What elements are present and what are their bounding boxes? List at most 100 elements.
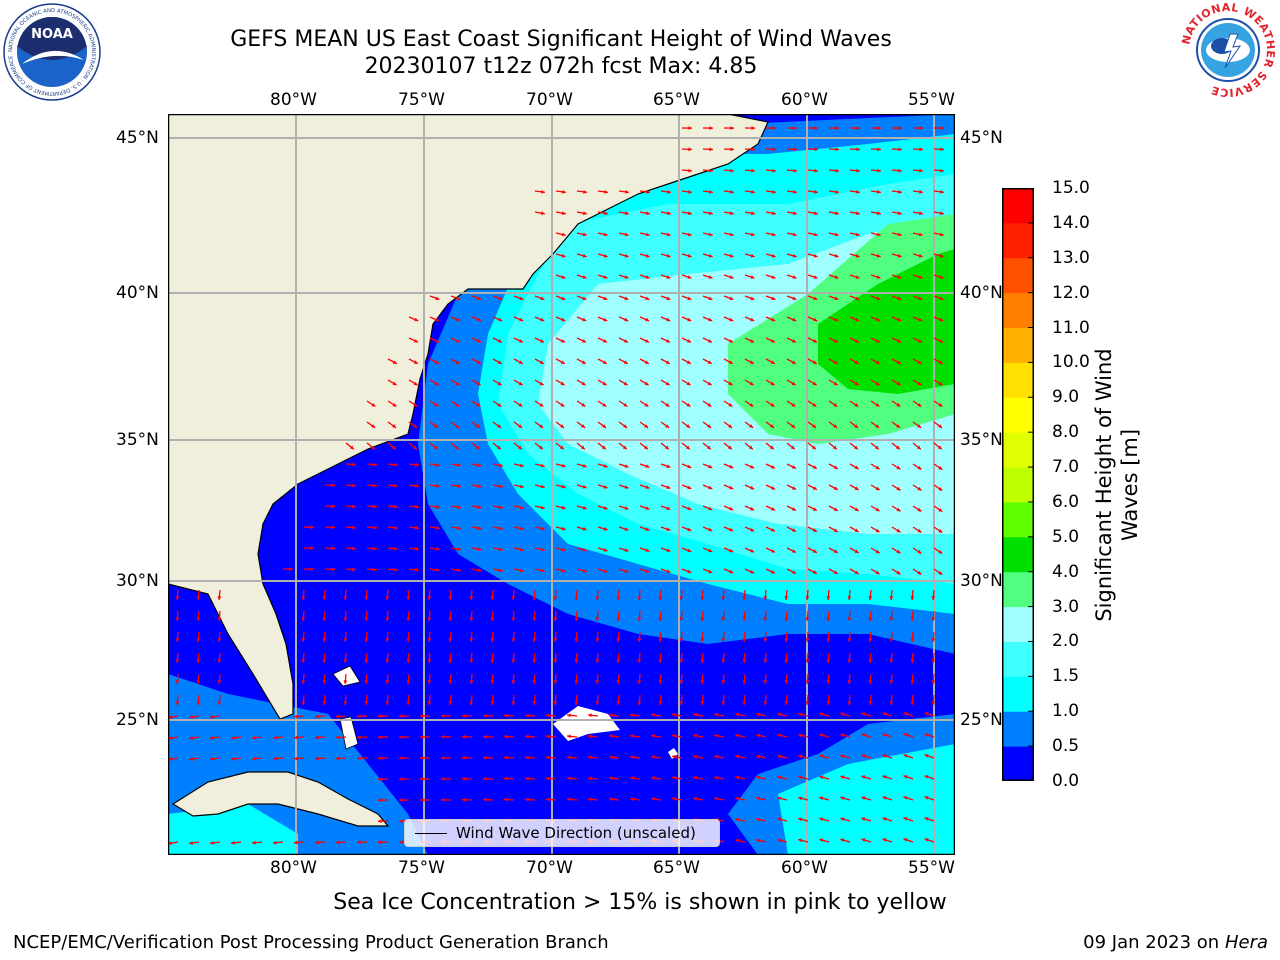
wind-arrow-head: [436, 547, 440, 551]
wind-arrow-head: [918, 232, 923, 237]
wind-arrow-head: [603, 485, 608, 489]
wind-arrow-head: [462, 734, 466, 739]
wind-arrow-head: [519, 317, 524, 322]
wind-arrow-head: [833, 570, 838, 574]
wind-arrow-head: [511, 701, 516, 705]
wind-arrow-head: [497, 424, 502, 428]
wind-arrow-head: [918, 275, 923, 279]
wind-arrow-head: [511, 659, 516, 663]
wind-arrow-head: [833, 403, 838, 407]
wind-arrow-head: [644, 424, 649, 428]
wind-arrow-head: [336, 840, 340, 845]
wind-arrow-head: [448, 617, 453, 621]
wind-arrow-head: [897, 296, 902, 301]
wind-arrow-head: [331, 525, 335, 530]
wind-arrow-head: [693, 733, 697, 738]
wind-arrow-head: [364, 617, 369, 621]
wind-arrow-head: [924, 733, 929, 737]
wind-arrow-head: [735, 754, 740, 759]
wind-arrow-head: [834, 296, 839, 301]
wind-arrow-head: [434, 381, 439, 386]
wind-arrow-head: [645, 485, 650, 489]
wind-arrow-head: [322, 596, 327, 600]
wind-arrow-head: [436, 463, 440, 467]
wind-arrow-head: [819, 775, 824, 780]
wind-arrow-head: [855, 296, 860, 301]
wind-arrow-head: [217, 617, 222, 621]
wind-arrow-head: [834, 317, 839, 322]
wind-arrow-head: [415, 462, 419, 467]
wind-arrow-head: [834, 253, 839, 258]
wind-arrow-head: [455, 403, 460, 407]
wind-arrow-head: [532, 617, 537, 621]
wind-arrow-head: [427, 638, 432, 642]
wind-arrow-head: [645, 464, 650, 468]
wind-arrow-head: [630, 755, 634, 759]
wind-arrow-head: [643, 445, 648, 450]
wind-arrow-head: [310, 567, 314, 572]
wind-arrow-head: [688, 126, 692, 130]
noaa-logo-text: NOAA: [31, 27, 73, 42]
wind-arrow-head: [813, 296, 818, 301]
wind-arrow-head: [499, 568, 503, 573]
wind-arrow-head: [770, 424, 775, 428]
colorbar-tick-label: 2.0: [1052, 631, 1080, 652]
colorbar-segment: [1002, 222, 1034, 259]
wind-arrow-head: [217, 701, 222, 705]
wind-arrow-head: [540, 547, 545, 552]
wind-arrow-head: [457, 547, 461, 551]
wind-arrow-head: [924, 817, 929, 821]
wind-arrow-head: [483, 797, 487, 802]
wind-arrow-head: [357, 735, 361, 740]
wind-arrow-head: [567, 755, 571, 760]
wind-arrow-head: [406, 596, 411, 600]
wind-arrow-head: [940, 211, 944, 216]
wind-arrow-head: [903, 817, 908, 821]
wind-arrow-head: [714, 754, 718, 759]
wind-arrow-head: [875, 570, 880, 575]
wind-arrow-head: [833, 424, 838, 428]
wind-arrow-head: [478, 526, 482, 531]
wind-arrow-head: [917, 381, 922, 386]
wind-arrow-head: [412, 445, 417, 450]
wind-arrow-head: [658, 680, 663, 684]
wind-arrow-head: [919, 168, 923, 173]
wind-arrow-head: [917, 424, 922, 428]
wind-arrow-head: [666, 464, 671, 468]
wind-arrow-head: [273, 840, 277, 845]
wind-arrow-head: [567, 734, 571, 739]
wind-arrow-head: [708, 569, 713, 574]
wind-arrow-head: [478, 463, 482, 468]
wind-arrow-head: [322, 617, 327, 621]
wind-arrow-head: [679, 638, 684, 642]
wind-arrow-head: [729, 506, 734, 511]
wind-arrow-head: [553, 701, 558, 705]
wind-arrow-head: [651, 713, 655, 717]
wind-arrow-head: [751, 211, 755, 216]
wind-arrow-head: [583, 190, 587, 194]
colorbar-segment: [1002, 432, 1034, 468]
wind-arrow-head: [854, 465, 859, 469]
wind-arrow-head: [603, 296, 608, 301]
wind-arrow-head: [729, 296, 734, 301]
wind-arrow-head: [394, 546, 398, 551]
wind-arrow-head: [478, 484, 482, 489]
wind-arrow-head: [897, 339, 901, 343]
wind-arrow-head: [924, 775, 929, 779]
wind-arrow-head: [771, 465, 775, 469]
wind-arrow-head: [645, 296, 650, 301]
wind-arrow-head: [728, 381, 733, 386]
colorbar-segment: [1002, 188, 1034, 224]
wind-arrow-head: [903, 733, 908, 737]
wind-arrow-head: [735, 817, 740, 822]
wind-arrow-head: [687, 464, 692, 469]
wind-arrow-head: [483, 713, 487, 718]
wind-arrow-head: [622, 445, 627, 450]
wind-arrow-head: [604, 211, 608, 216]
wind-arrow-head: [322, 680, 327, 684]
wind-arrow-head: [729, 339, 733, 343]
wind-arrow-head: [645, 569, 650, 573]
wind-arrow-head: [939, 253, 944, 258]
wind-arrow-head: [751, 147, 755, 152]
wind-arrow-head: [602, 424, 607, 428]
